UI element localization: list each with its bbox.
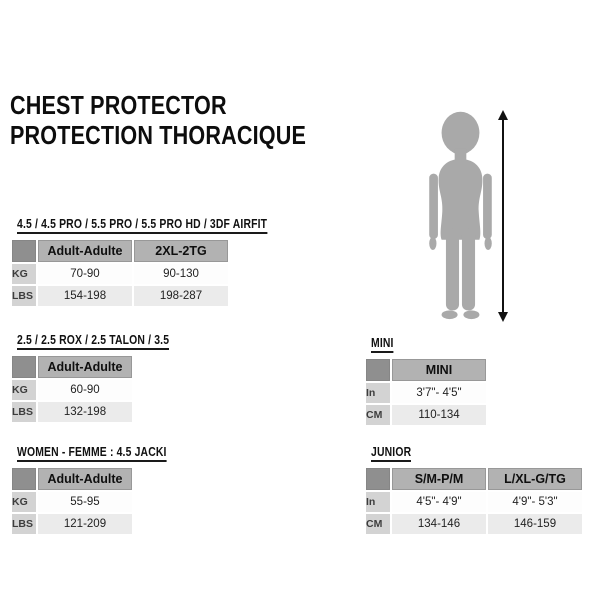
height-arrow-head-bottom	[498, 312, 508, 322]
table-row-in: In 4'5"- 4'9" 4'9"- 5'3"	[366, 492, 582, 512]
table-header-row: Adult-Adulte	[12, 356, 132, 378]
size-table-airfit: Adult-Adulte 2XL-2TG KG 70-90 90-130 LBS…	[10, 238, 230, 308]
height-arrow-head-top	[498, 110, 508, 120]
size-value: 3'7"- 4'5"	[392, 383, 486, 403]
size-section-junior: JUNIOR S/M-P/M L/XL-G/TG In 4'5"- 4'9" 4…	[366, 443, 584, 536]
row-label: CM	[366, 514, 390, 534]
table-title-airfit: 4.5 / 4.5 PRO / 5.5 PRO / 5.5 PRO HD / 3…	[17, 216, 268, 234]
corner-cell	[12, 240, 36, 262]
size-table-mini: MINI In 3'7"- 4'5" CM 110-134	[364, 357, 488, 427]
size-table-rox: Adult-Adulte KG 60-90 LBS 132-198	[10, 354, 134, 424]
child-silhouette-icon	[429, 111, 492, 320]
size-section-mini: MINI MINI In 3'7"- 4'5" CM 110-134	[366, 334, 488, 427]
size-value: 4'9"- 5'3"	[488, 492, 582, 512]
size-value: 146-159	[488, 514, 582, 534]
size-value: 60-90	[38, 380, 132, 400]
table-title-rox: 2.5 / 2.5 ROX / 2.5 TALON / 3.5	[17, 332, 170, 350]
table-row-lbs: LBS 154-198 198-287	[12, 286, 228, 306]
column-header: S/M-P/M	[392, 468, 486, 490]
corner-cell	[366, 468, 390, 490]
table-header-row: S/M-P/M L/XL-G/TG	[366, 468, 582, 490]
column-header: L/XL-G/TG	[488, 468, 582, 490]
page-title-line2: PROTECTION THORACIQUE	[10, 120, 307, 150]
column-header: Adult-Adulte	[38, 468, 132, 490]
table-row-in: In 3'7"- 4'5"	[366, 383, 486, 403]
table-title-junior: JUNIOR	[371, 444, 412, 462]
table-row-cm: CM 110-134	[366, 405, 486, 425]
table-header-row: Adult-Adulte	[12, 468, 132, 490]
height-arrow	[496, 110, 510, 322]
size-value: 121-209	[38, 514, 132, 534]
corner-cell	[12, 468, 36, 490]
column-header: 2XL-2TG	[134, 240, 228, 262]
table-row-lbs: LBS 121-209	[12, 514, 132, 534]
row-label: LBS	[12, 514, 36, 534]
size-value: 198-287	[134, 286, 228, 306]
table-row-lbs: LBS 132-198	[12, 402, 132, 422]
size-value: 90-130	[134, 264, 228, 284]
row-label: KG	[12, 264, 36, 284]
table-header-row: Adult-Adulte 2XL-2TG	[12, 240, 228, 262]
row-label: In	[366, 492, 390, 512]
table-row-kg: KG 60-90	[12, 380, 132, 400]
size-value: 55-95	[38, 492, 132, 512]
row-label: KG	[12, 492, 36, 512]
size-value: 132-198	[38, 402, 132, 422]
column-header: MINI	[392, 359, 486, 381]
size-table-women: Adult-Adulte KG 55-95 LBS 121-209	[10, 466, 134, 536]
page-title: CHEST PROTECTOR PROTECTION THORACIQUE	[10, 90, 306, 150]
size-value: 110-134	[392, 405, 486, 425]
table-row-kg: KG 70-90 90-130	[12, 264, 228, 284]
row-label: LBS	[12, 286, 36, 306]
size-value: 154-198	[38, 286, 132, 306]
size-value: 4'5"- 4'9"	[392, 492, 486, 512]
size-value: 134-146	[392, 514, 486, 534]
child-height-figure	[424, 111, 497, 322]
size-section-rox: 2.5 / 2.5 ROX / 2.5 TALON / 3.5 Adult-Ad…	[12, 331, 207, 424]
table-title-women: WOMEN - FEMME : 4.5 JACKI	[17, 444, 167, 462]
corner-cell	[12, 356, 36, 378]
row-label: In	[366, 383, 390, 403]
table-title-mini: MINI	[371, 335, 394, 353]
table-row-kg: KG 55-95	[12, 492, 132, 512]
size-section-women: WOMEN - FEMME : 4.5 JACKI Adult-Adulte K…	[12, 443, 204, 536]
row-label: LBS	[12, 402, 36, 422]
row-label: CM	[366, 405, 390, 425]
column-header: Adult-Adulte	[38, 240, 132, 262]
column-header: Adult-Adulte	[38, 356, 132, 378]
size-section-airfit: 4.5 / 4.5 PRO / 5.5 PRO / 5.5 PRO HD / 3…	[12, 215, 330, 308]
size-value: 70-90	[38, 264, 132, 284]
table-header-row: MINI	[366, 359, 486, 381]
row-label: KG	[12, 380, 36, 400]
page-title-line1: CHEST PROTECTOR	[10, 90, 227, 120]
table-row-cm: CM 134-146 146-159	[366, 514, 582, 534]
corner-cell	[366, 359, 390, 381]
size-table-junior: S/M-P/M L/XL-G/TG In 4'5"- 4'9" 4'9"- 5'…	[364, 466, 584, 536]
